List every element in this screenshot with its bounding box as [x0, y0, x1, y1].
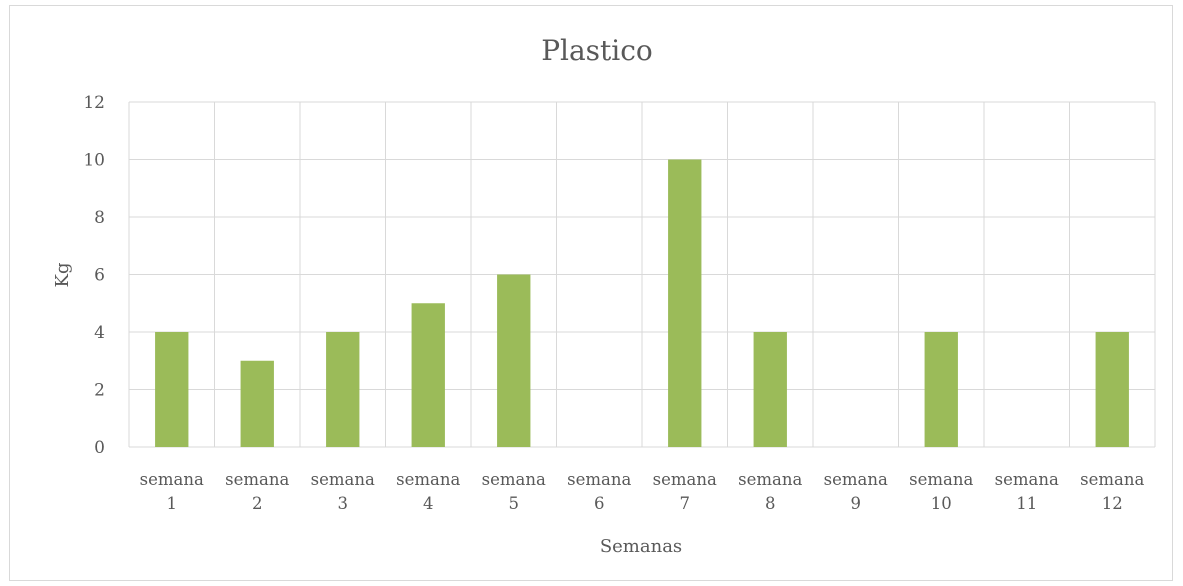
bar-2 [240, 360, 274, 447]
x-category-label: semana 11 [995, 470, 1059, 513]
x-category-label: semana 12 [1080, 470, 1144, 513]
y-tick-label: 10 [83, 151, 105, 171]
gridlines [128, 101, 1156, 448]
bar-12 [1095, 332, 1129, 447]
y-tick-label: 0 [94, 438, 105, 458]
x-axis-title: Semanas [600, 536, 682, 557]
bar-5 [497, 274, 531, 447]
x-category-label: semana 3 [311, 470, 375, 513]
y-tick-label: 2 [94, 381, 105, 401]
y-tick-label: 4 [94, 323, 105, 343]
chart-title: Plastico [541, 34, 653, 67]
chart-frame [9, 5, 1173, 581]
x-category-label: semana 10 [909, 470, 973, 513]
x-category-label: semana 9 [824, 470, 888, 513]
y-tick-label: 12 [83, 93, 105, 113]
x-axis-categories: semana 1 semana 2 semana 3 semana 4 semana 5 seman… [140, 470, 1145, 513]
bar-1 [155, 332, 189, 447]
bar-4 [411, 303, 445, 447]
x-category-label: semana 7 [653, 470, 717, 513]
y-axis-title: Kg [52, 263, 73, 288]
bar-8 [753, 332, 787, 447]
y-axis-ticks: 0 2 4 6 8 10 12 [83, 93, 105, 458]
y-tick-label: 6 [94, 266, 105, 286]
x-category-label: semana 2 [225, 470, 289, 513]
x-category-label: semana 6 [567, 470, 631, 513]
x-category-label: semana 4 [396, 470, 460, 513]
bar-7 [668, 159, 702, 447]
x-category-label: semana 8 [738, 470, 802, 513]
x-category-label: semana 1 [140, 470, 204, 513]
bar-10 [924, 332, 958, 447]
y-tick-label: 8 [94, 208, 105, 228]
bars [155, 159, 1129, 447]
x-category-label: semana 5 [482, 470, 546, 513]
bar-3 [326, 332, 360, 447]
